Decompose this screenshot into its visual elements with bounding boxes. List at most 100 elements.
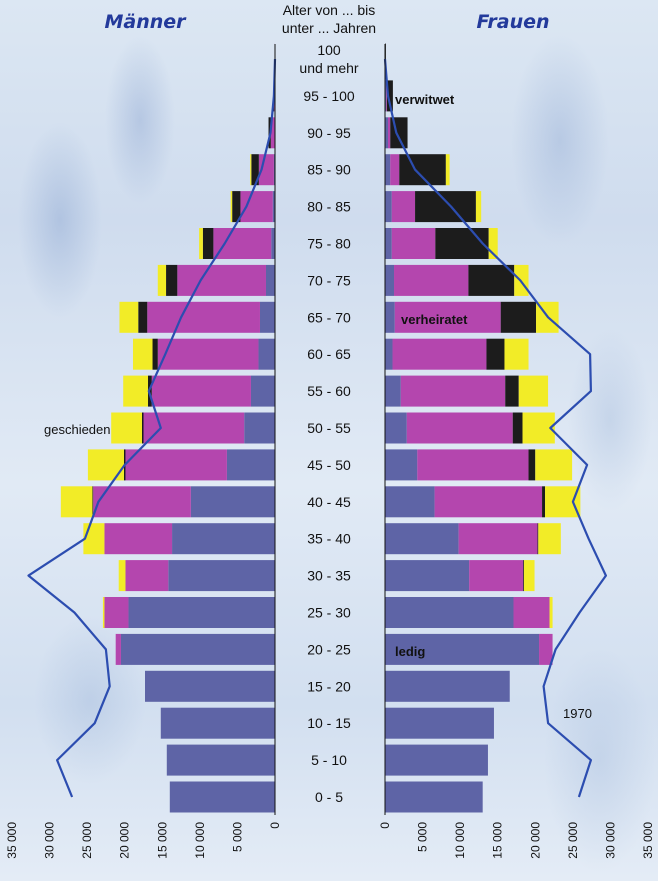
annotation-geschieden: geschieden bbox=[44, 422, 111, 437]
bar-men-ledig bbox=[226, 449, 275, 481]
bar-women-ledig bbox=[385, 117, 389, 149]
bar-women-verwitwet bbox=[528, 449, 536, 481]
annotation-1970: 1970 bbox=[563, 706, 592, 721]
bar-men-verwitwet bbox=[141, 412, 144, 444]
bar-women-ledig bbox=[385, 80, 387, 112]
bar-men-geschieden bbox=[119, 301, 139, 333]
title-men: Männer bbox=[104, 11, 187, 33]
bar-men-ledig bbox=[166, 744, 275, 776]
tick-label-women: 0 bbox=[378, 822, 392, 829]
bar-women-verheiratet bbox=[394, 301, 501, 333]
bar-men-ledig bbox=[273, 154, 275, 186]
bar-women-verheiratet bbox=[386, 80, 387, 112]
bar-men-verwitwet bbox=[138, 301, 148, 333]
bar-women-ledig bbox=[385, 781, 483, 813]
bar-women-verwitwet bbox=[486, 338, 505, 370]
age-label: 45 - 50 bbox=[307, 457, 351, 473]
bar-men-geschieden bbox=[83, 523, 105, 555]
bar-women-verheiratet bbox=[388, 117, 391, 149]
bar-men-ledig bbox=[145, 670, 275, 702]
age-label: 80 - 85 bbox=[307, 199, 351, 215]
bar-women-verheiratet bbox=[458, 523, 538, 555]
bar-men-geschieden bbox=[118, 560, 126, 592]
bar-women-verwitwet bbox=[537, 523, 539, 555]
bar-men-verwitwet bbox=[152, 338, 158, 370]
bar-women-verwitwet bbox=[468, 264, 515, 296]
bar-women-ledig bbox=[385, 264, 395, 296]
bar-women-ledig bbox=[385, 523, 459, 555]
bar-women-verwitwet bbox=[542, 486, 546, 518]
bar-men-verheiratet bbox=[157, 338, 259, 370]
bar-men-ledig bbox=[265, 264, 275, 296]
bar-men-ledig bbox=[259, 301, 275, 333]
bar-women-verwitwet bbox=[435, 228, 489, 259]
bar-men-ledig bbox=[120, 633, 275, 665]
age-label: 95 - 100 bbox=[303, 88, 355, 104]
bar-women-ledig bbox=[385, 228, 392, 259]
age-label: 70 - 75 bbox=[307, 272, 351, 288]
bar-women-geschieden bbox=[538, 523, 561, 555]
bar-women-verwitwet bbox=[399, 154, 446, 186]
bar-men-geschieden bbox=[123, 375, 149, 407]
tick-label-men: 15 000 bbox=[155, 822, 169, 859]
bar-women-ledig bbox=[385, 744, 488, 776]
bar-men-verheiratet bbox=[125, 560, 169, 592]
tick-label-men: 10 000 bbox=[193, 822, 207, 859]
lines-1970 bbox=[27, 58, 608, 798]
bar-women-verheiratet bbox=[394, 264, 469, 296]
tick-label-men: 0 bbox=[268, 822, 282, 829]
bar-men-verheiratet bbox=[93, 486, 191, 518]
bar-women-geschieden bbox=[475, 191, 482, 223]
line-1970-women bbox=[383, 58, 608, 798]
bar-men-verheiratet bbox=[151, 375, 251, 407]
bar-women-verwitwet bbox=[386, 80, 393, 112]
bar-women-geschieden bbox=[504, 338, 529, 370]
bar-women-verheiratet bbox=[392, 338, 487, 370]
age-label: und mehr bbox=[299, 60, 358, 76]
bar-women-ledig bbox=[385, 338, 393, 370]
bar-women-ledig bbox=[385, 154, 391, 186]
tick-label-women: 25 000 bbox=[566, 822, 580, 859]
bar-women-geschieden bbox=[445, 154, 450, 186]
age-label: 55 - 60 bbox=[307, 383, 351, 399]
bar-women-verheiratet bbox=[391, 228, 436, 259]
bar-women-verwitwet bbox=[512, 412, 523, 444]
age-label: 85 - 90 bbox=[307, 162, 351, 178]
bar-men-geschieden bbox=[102, 597, 105, 628]
bar-women-ledig bbox=[385, 597, 514, 628]
bar-men-geschieden bbox=[230, 191, 233, 223]
age-label: 75 - 80 bbox=[307, 236, 351, 252]
bar-men-ledig bbox=[160, 707, 275, 739]
bar-men-ledig bbox=[190, 486, 275, 518]
bar-women-geschieden bbox=[535, 449, 573, 481]
bar-men-geschieden bbox=[250, 154, 252, 186]
bar-men-ledig bbox=[168, 560, 275, 592]
tick-label-women: 5 000 bbox=[416, 822, 430, 852]
age-label: 0 - 5 bbox=[315, 789, 343, 805]
bar-women-verwitwet bbox=[500, 301, 537, 333]
bar-women-verwitwet bbox=[523, 560, 525, 592]
bar-men-geschieden bbox=[199, 228, 203, 259]
bar-women-geschieden bbox=[488, 228, 498, 259]
age-label: 60 - 65 bbox=[307, 346, 351, 362]
bar-men-verheiratet bbox=[147, 301, 260, 333]
age-label: 100 bbox=[317, 42, 341, 58]
bar-men-verheiratet bbox=[143, 412, 245, 444]
tick-label-women: 15 000 bbox=[491, 822, 505, 859]
age-label: 15 - 20 bbox=[307, 678, 351, 694]
bar-men-verwitwet bbox=[202, 228, 214, 259]
axes: 35 000 35 000 30 000 30 000 25 000 25 000 20 0… bbox=[5, 44, 655, 859]
bar-women-ledig bbox=[385, 301, 395, 333]
bar-women-ledig bbox=[385, 191, 392, 223]
age-label: 40 - 45 bbox=[307, 494, 351, 510]
bar-men-verwitwet bbox=[232, 191, 241, 223]
bars-women bbox=[385, 43, 581, 813]
bar-men-verheiratet bbox=[115, 633, 121, 665]
bar-women-ledig bbox=[385, 560, 470, 592]
bar-women-verheiratet bbox=[417, 449, 529, 481]
bar-women-ledig bbox=[385, 633, 540, 665]
age-header-line-1: Alter von ... bis bbox=[283, 2, 376, 18]
bar-women-verheiratet bbox=[513, 597, 550, 628]
bar-women-geschieden bbox=[518, 375, 549, 407]
bar-men-verwitwet bbox=[92, 486, 94, 518]
